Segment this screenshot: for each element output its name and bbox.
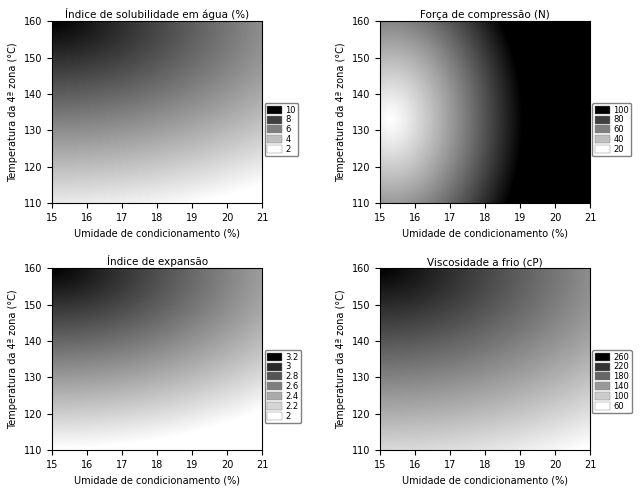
Title: Viscosidade a frio (cP): Viscosidade a frio (cP) — [428, 257, 543, 267]
Y-axis label: Temperatura da 4ª zona (°C): Temperatura da 4ª zona (°C) — [8, 42, 19, 182]
X-axis label: Umidade de condicionamento (%): Umidade de condicionamento (%) — [402, 229, 568, 239]
Legend: 10, 8, 6, 4, 2: 10, 8, 6, 4, 2 — [264, 103, 298, 157]
Y-axis label: Temperatura da 4ª zona (°C): Temperatura da 4ª zona (°C) — [8, 289, 19, 429]
Legend: 100, 80, 60, 40, 20: 100, 80, 60, 40, 20 — [592, 103, 632, 157]
Title: Índice de expansão: Índice de expansão — [107, 255, 208, 267]
X-axis label: Umidade de condicionamento (%): Umidade de condicionamento (%) — [74, 229, 240, 239]
Legend: 3.2, 3, 2.8, 2.6, 2.4, 2.2, 2: 3.2, 3, 2.8, 2.6, 2.4, 2.2, 2 — [264, 350, 301, 423]
Y-axis label: Temperatura da 4ª zona (°C): Temperatura da 4ª zona (°C) — [336, 289, 346, 429]
X-axis label: Umidade de condicionamento (%): Umidade de condicionamento (%) — [74, 476, 240, 486]
Title: Índice de solubilidade em água (%): Índice de solubilidade em água (%) — [65, 8, 250, 20]
Legend: 260, 220, 180, 140, 100, 60: 260, 220, 180, 140, 100, 60 — [592, 350, 632, 413]
Y-axis label: Temperatura da 4ª zona (°C): Temperatura da 4ª zona (°C) — [336, 42, 346, 182]
X-axis label: Umidade de condicionamento (%): Umidade de condicionamento (%) — [402, 476, 568, 486]
Title: Força de compressão (N): Força de compressão (N) — [420, 10, 550, 20]
